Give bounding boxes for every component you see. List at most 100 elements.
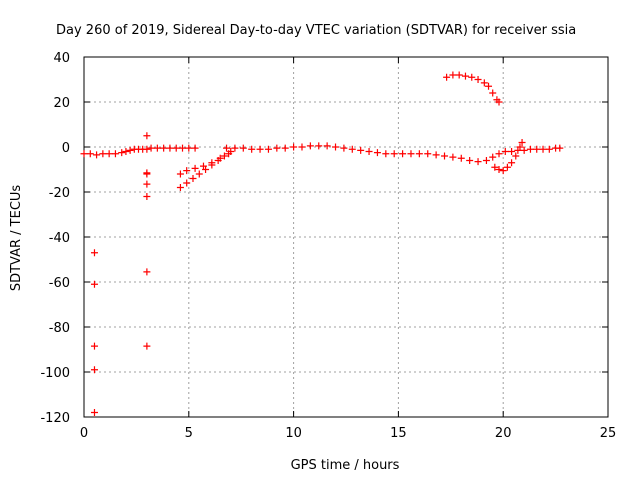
data-point — [223, 144, 231, 152]
data-point — [290, 143, 298, 151]
data-point — [179, 144, 187, 152]
data-point — [441, 152, 449, 160]
data-point — [90, 409, 98, 416]
data-point — [382, 150, 390, 158]
data-point — [474, 76, 482, 83]
data-point — [501, 148, 509, 155]
data-point — [545, 145, 553, 153]
data-point — [556, 144, 564, 152]
data-point — [489, 153, 497, 161]
axis-ticks: 0 5 10 15 20 25 40 20 0 -20 -40 -60 -80 -100 -120 — [40, 51, 616, 441]
data-point — [489, 89, 497, 97]
y-tick-label: 40 — [53, 51, 70, 66]
data-point — [482, 157, 490, 164]
y-tick-label: 0 — [62, 141, 70, 156]
data-points — [80, 71, 564, 416]
data-point — [399, 150, 407, 158]
data-point — [518, 139, 526, 146]
x-tick-label: 25 — [600, 426, 617, 441]
data-point — [533, 145, 541, 153]
data-point — [357, 146, 365, 154]
data-point — [153, 144, 161, 152]
data-point — [143, 170, 151, 178]
data-point — [143, 193, 151, 200]
data-point — [365, 148, 373, 155]
data-point — [449, 153, 457, 161]
data-point — [520, 146, 528, 154]
data-point — [315, 142, 323, 150]
data-point — [516, 143, 524, 151]
data-point — [231, 144, 239, 152]
data-point — [466, 157, 474, 164]
data-point — [468, 73, 476, 81]
data-point — [189, 175, 197, 182]
x-tick-label: 15 — [390, 426, 407, 441]
data-point — [298, 143, 306, 151]
data-point — [455, 71, 463, 79]
x-axis-label: GPS time / hours — [291, 458, 400, 473]
data-point — [474, 158, 482, 166]
series-arc-18h — [443, 71, 503, 106]
data-point — [195, 170, 203, 178]
data-point — [239, 144, 247, 152]
data-point — [191, 144, 199, 152]
y-tick-label: -120 — [40, 411, 70, 426]
x-tick-label: 0 — [80, 426, 88, 441]
data-point — [508, 159, 516, 167]
data-point — [512, 152, 520, 160]
data-point — [539, 145, 547, 153]
data-point — [160, 144, 168, 152]
data-point — [306, 142, 314, 150]
data-point — [373, 149, 381, 157]
data-point — [183, 167, 191, 175]
series-dip-20h — [491, 139, 526, 175]
data-point — [495, 98, 503, 106]
data-point — [457, 154, 465, 162]
y-tick-label: -60 — [49, 276, 70, 291]
data-point — [415, 150, 423, 158]
data-point — [443, 73, 451, 81]
data-point — [90, 249, 98, 257]
data-point — [90, 342, 98, 350]
data-point — [424, 150, 432, 158]
data-point — [183, 179, 191, 187]
data-point — [485, 82, 493, 90]
data-point — [256, 145, 264, 153]
data-point — [508, 148, 516, 155]
data-point — [143, 132, 151, 140]
data-point — [118, 149, 126, 157]
data-point — [147, 144, 155, 152]
series-second-branch-5h — [176, 150, 233, 178]
data-point — [390, 150, 398, 158]
y-tick-label: -40 — [49, 231, 70, 246]
data-point — [122, 148, 130, 155]
data-point — [432, 151, 440, 159]
data-point — [176, 184, 184, 191]
data-point — [176, 170, 184, 178]
data-point — [86, 150, 94, 158]
data-point — [495, 150, 503, 158]
data-point — [323, 142, 331, 150]
data-point — [80, 150, 88, 158]
data-point — [348, 145, 356, 153]
data-point — [172, 144, 180, 152]
chart-title: Day 260 of 2019, Sidereal Day-to-day VTE… — [56, 23, 576, 38]
data-point — [461, 72, 469, 80]
x-tick-label: 20 — [495, 426, 512, 441]
data-point — [340, 144, 348, 152]
data-point — [503, 163, 511, 171]
data-point — [90, 280, 98, 288]
data-point — [248, 145, 256, 153]
data-point — [480, 79, 488, 87]
data-point — [407, 150, 415, 158]
data-point — [99, 150, 107, 158]
data-point — [126, 146, 134, 154]
data-point — [111, 150, 119, 158]
data-point — [499, 167, 507, 175]
data-point — [199, 162, 207, 170]
y-axis-label: SDTVAR / TECUs — [9, 185, 24, 292]
series-main-band — [80, 142, 564, 166]
data-point — [220, 152, 228, 160]
data-point — [216, 154, 224, 162]
